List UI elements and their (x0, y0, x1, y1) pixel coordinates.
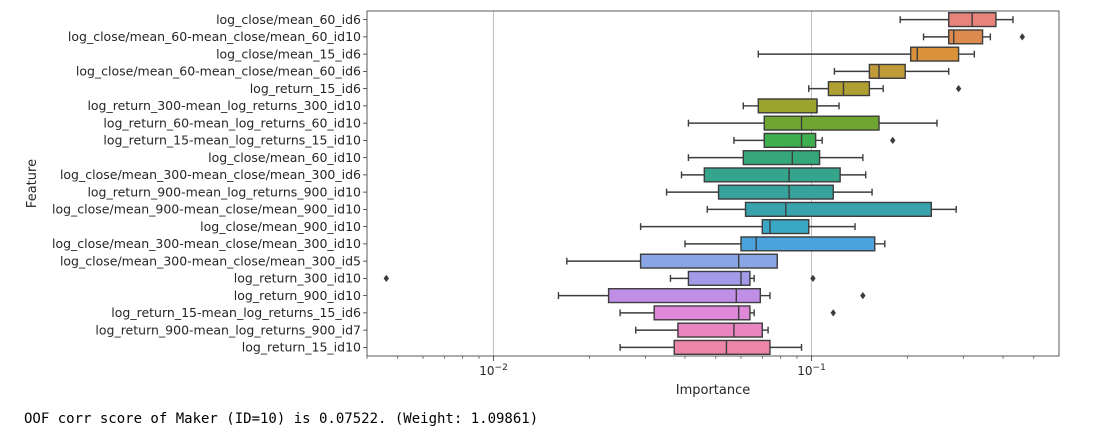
box-group-10 (665, 184, 873, 200)
y-axis-label: Feature (25, 159, 40, 208)
box-group-0 (899, 12, 1014, 28)
box-group-3 (833, 63, 950, 79)
box-group-12 (639, 219, 856, 235)
x-axis-label: Importance (676, 383, 751, 398)
ytick-label-19: log_return_15_id10 (242, 340, 361, 355)
box-group-8 (687, 150, 864, 166)
ytick-label-6: log_return_60-mean_log_returns_60_id10 (103, 115, 361, 130)
ytick-label-16: log_return_900_id10 (234, 288, 361, 303)
ytick-label-10: log_return_900-mean_log_returns_900_id10 (87, 184, 361, 199)
boxplot-chart: log_close/mean_60_id6 log_close/mean_60-m… (25, 10, 1060, 398)
ytick-label-3: log_close/mean_60-mean_close/mean_60_id6 (76, 64, 361, 79)
ytick-label-18: log_return_900-mean_log_returns_900_id7 (95, 322, 361, 337)
ytick-label-5: log_return_300-mean_log_returns_300_id10 (87, 98, 361, 113)
box-group-4 (808, 81, 962, 97)
box-group-14 (566, 253, 778, 269)
box-17 (653, 305, 751, 321)
box-3 (868, 63, 906, 79)
outlier-point-0 (955, 85, 962, 93)
box-5 (757, 98, 818, 114)
box-13 (740, 236, 876, 252)
box-9 (703, 167, 841, 183)
box-19 (673, 339, 771, 355)
box-2 (909, 46, 960, 62)
ytick-label-1: log_close/mean_60-mean_close/mean_60_id1… (68, 29, 361, 44)
box-group-18 (635, 322, 769, 338)
outlier-point-0 (383, 274, 390, 282)
oof-score-output: OOF corr score of Maker (ID=10) is 0.075… (24, 411, 539, 427)
box-group-5 (742, 98, 840, 114)
xtick-label-0: 10−2 (479, 363, 508, 378)
box-group-11 (706, 201, 957, 217)
box-4 (827, 81, 871, 97)
ytick-label-2: log_close/mean_15_id6 (216, 46, 361, 61)
outlier-point-0 (830, 309, 836, 317)
box-group-13 (684, 236, 886, 252)
box-15 (687, 270, 751, 286)
outlier-point-0 (860, 292, 866, 300)
box-group-16 (557, 288, 866, 304)
outlier-point-0 (1019, 33, 1026, 41)
ytick-label-8: log_close/mean_60_id10 (208, 150, 361, 165)
box-11 (744, 201, 932, 217)
ytick-label-7: log_return_15-mean_log_returns_15_id10 (103, 133, 361, 148)
box-10 (717, 184, 834, 200)
outlier-point-1 (810, 274, 816, 282)
outlier-point-0 (890, 136, 896, 144)
box-group-19 (619, 339, 803, 355)
box-group-6 (687, 115, 938, 131)
box-group-7 (733, 132, 896, 148)
box-group-17 (619, 305, 836, 321)
box-group-15 (383, 270, 816, 286)
plot-frame (366, 10, 1060, 357)
box-8 (742, 150, 821, 166)
ytick-label-14: log_close/mean_300-mean_close/mean_300_i… (60, 253, 361, 268)
xtick-label-1: 10−1 (797, 363, 826, 378)
ytick-label-15: log_return_300_id10 (234, 271, 361, 286)
box-14 (639, 253, 778, 269)
ytick-label-0: log_close/mean_60_id6 (216, 12, 361, 27)
ytick-label-17: log_return_15-mean_log_returns_15_id6 (111, 305, 361, 320)
ytick-label-13: log_close/mean_300-mean_close/mean_300_i… (52, 236, 361, 251)
box-18 (677, 322, 763, 338)
box-16 (607, 288, 762, 304)
box-1 (948, 29, 984, 45)
ytick-label-9: log_close/mean_300-mean_close/mean_300_i… (60, 167, 361, 182)
ytick-label-11: log_close/mean_900-mean_close/mean_900_i… (52, 202, 361, 217)
ytick-label-12: log_close/mean_900_id10 (200, 219, 361, 234)
box-group-2 (757, 46, 976, 62)
box-7 (763, 132, 817, 148)
box-12 (761, 219, 810, 235)
box-group-9 (680, 167, 867, 183)
box-6 (763, 115, 880, 131)
ytick-label-4: log_return_15_id6 (250, 81, 361, 96)
box-group-1 (922, 29, 1026, 45)
